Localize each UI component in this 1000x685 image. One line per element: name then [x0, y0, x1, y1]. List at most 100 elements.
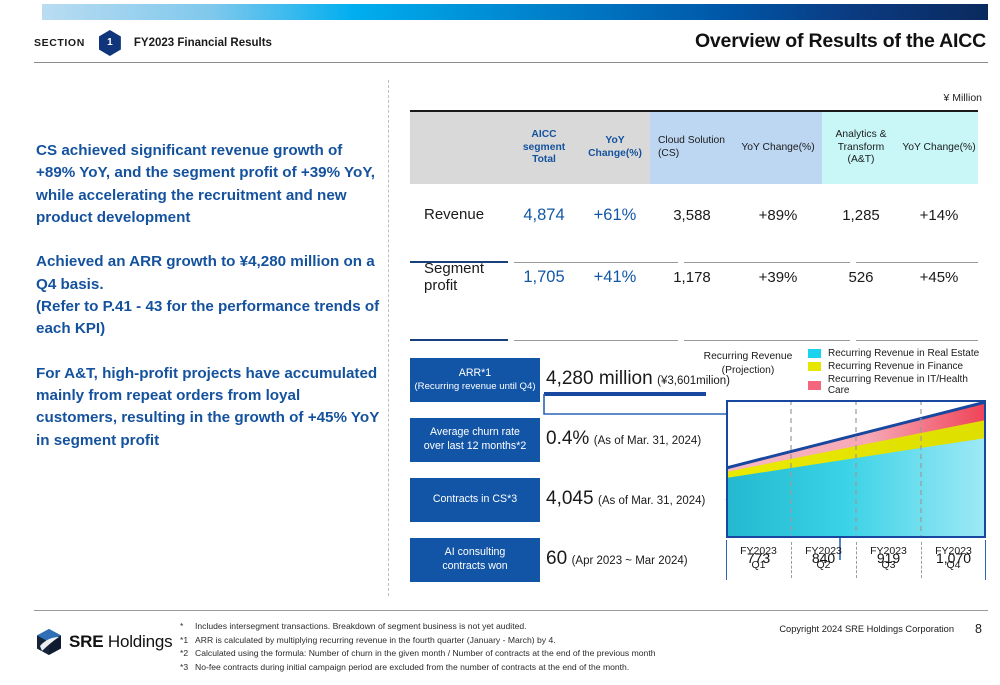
chart-x-axis: FY2023 Q1 FY2023 Q2 FY2023 Q3 FY2023 Q4: [726, 540, 986, 580]
kpi-ai-value: 60: [546, 548, 568, 569]
page-title: Overview of Results of the AICC: [694, 30, 986, 52]
legend-swatch-real-estate-icon: [808, 349, 821, 358]
copyright-text: Copyright 2024 SRE Holdings Corporation: [779, 624, 954, 634]
footnote-text: Includes intersegment transactions. Brea…: [195, 621, 527, 631]
segment-profit-cs: 1,178: [673, 268, 711, 286]
kpi-churn-note: (As of Mar. 31, 2024): [593, 435, 702, 447]
bar-value-q4: 1,070: [935, 550, 972, 566]
kpi-value-churn-rate: 0.4% (As of Mar. 31, 2024): [546, 428, 701, 450]
table-header-cloud-solution: Cloud Solution (CS): [650, 112, 734, 184]
chart-legend: Recurring Revenue in Real Estate Recurri…: [808, 348, 990, 398]
legend-label-real-estate: Recurring Revenue in Real Estate: [828, 348, 980, 359]
kpi-churn-sublabel: over last 12 months*2: [423, 440, 527, 452]
kpi-box-contracts-cs: Contracts in CS*3: [410, 478, 540, 522]
summary-paragraph-3: For A&T, high-profit projects have accum…: [36, 364, 380, 449]
section-number-badge: 1: [98, 30, 121, 56]
kpi-box-churn-rate: Average churn rate over last 12 months*2: [410, 418, 540, 462]
kpi-ai-label: AI consulting: [444, 546, 506, 559]
table-header-row: AICC segment Total YoY Change(%) Cloud S…: [410, 112, 978, 184]
revenue-at-yoy: +14%: [919, 206, 959, 224]
revenue-at: 1,285: [842, 206, 880, 224]
segment-profit-line-2: profit: [424, 277, 458, 294]
footnote-item: *1 ARR is calculated by multiplying recu…: [180, 634, 656, 648]
table-top-rule: [410, 110, 978, 112]
table-header-analytics-transform: Analytics & Transform (A&T): [822, 112, 900, 184]
footnote-item: * Includes intersegment transactions. Br…: [180, 620, 656, 634]
table-row: Revenue 4,874 +61% 3,588 +89% 1,285 +14%: [410, 184, 978, 246]
at-line-1: Analytics &: [835, 128, 887, 140]
segment-profit-cs-yoy: +39%: [758, 268, 798, 286]
kpi-churn-value: 0.4%: [546, 428, 590, 449]
x-label-q4: FY2023 Q4: [935, 545, 972, 572]
legend-swatch-it-health-icon: [808, 380, 821, 390]
table-unit-label: ¥ Million: [943, 92, 982, 104]
header-gradient-bar: [42, 4, 988, 20]
column-divider: [388, 80, 389, 596]
recurring-revenue-chart: Recurring Revenue (Projection) Recurring…: [690, 348, 990, 588]
kpi-arr-note: (¥3,601milion): [657, 375, 730, 387]
footnote-text: ARR is calculated by multiplying recurri…: [195, 634, 556, 645]
at-line-2: Transform: [837, 141, 885, 153]
results-table: AICC segment Total YoY Change(%) Cloud S…: [410, 112, 978, 308]
table-header-yoy-total: YoY Change(%): [580, 112, 650, 184]
revenue-cs-yoy: +89%: [758, 206, 798, 224]
table-row-separator-2: [410, 339, 978, 341]
footnote-mark: *: [180, 621, 184, 631]
section-number: 1: [107, 37, 113, 48]
row-label-segment-profit: Segment profit: [410, 246, 508, 308]
x-label-q3: FY2023 Q3: [870, 545, 907, 572]
section-kicker: SECTION: [34, 37, 85, 49]
projection-line-2: (Projection): [721, 364, 775, 376]
footnote-text: No-fee contracts during initial campaign…: [195, 661, 630, 672]
row-label-revenue: Revenue: [424, 206, 485, 224]
kpi-arr-sublabel: (Recurring revenue until Q4): [414, 380, 536, 392]
footnote-mark: *2: [180, 648, 189, 659]
revenue-aicc-total: 4,874: [523, 205, 565, 224]
kpi-contracts-label: Contracts in CS*3: [432, 493, 518, 506]
logo-text-bold: SRE: [69, 632, 104, 651]
aicc-line-2: segment: [522, 141, 566, 153]
kpi-ai-note: (Apr 2023 ~ Mar 2024): [571, 555, 688, 567]
page-number: 8: [975, 622, 982, 636]
segment-profit-at-yoy: +45%: [919, 268, 959, 286]
logo-text: SRE Holdings: [69, 632, 173, 652]
footnote-mark: *3: [180, 661, 189, 672]
kpi-ai-sublabel: contracts won: [442, 560, 508, 572]
table-header-aicc-total: AICC segment Total: [508, 112, 580, 184]
sre-logo-icon: [37, 629, 61, 655]
section-breadcrumb: SECTION 1 FY2023 Financial Results: [34, 30, 272, 56]
kpi-value-ai-consulting: 60 (Apr 2023 ~ Mar 2024): [546, 548, 688, 570]
yoy1-line-1: YoY: [605, 135, 625, 147]
legend-label-finance: Recurring Revenue in Finance: [828, 361, 964, 372]
kpi-contracts-value: 4,045: [546, 488, 594, 509]
footer-divider: [34, 610, 988, 611]
footnotes: * Includes intersegment transactions. Br…: [180, 620, 656, 674]
at-line-3: (A&T): [847, 154, 875, 166]
legend-item: Recurring Revenue in IT/Health Care: [808, 374, 990, 396]
company-logo: SRE Holdings: [36, 628, 173, 656]
x-label-q2: FY2023 Q2: [805, 545, 842, 572]
kpi-value-arr: 4,280 million (¥3,601milion): [546, 368, 730, 390]
table-row-separator-1: [410, 261, 978, 263]
x-label-q1: FY2023 Q1: [740, 545, 777, 572]
table-header-yoy-at: YoY Change(%): [900, 112, 978, 184]
chart-plot-area: [726, 400, 986, 538]
kpi-contracts-note: (As of Mar. 31, 2024): [598, 495, 706, 507]
header-divider: [34, 62, 988, 63]
kpi-arr-value: 4,280 million: [546, 368, 653, 389]
revenue-aicc-yoy: +61%: [593, 205, 637, 224]
kpi-box-arr: ARR*1 (Recurring revenue until Q4): [410, 358, 540, 402]
footnote-item: *3 No-fee contracts during initial campa…: [180, 661, 656, 675]
projection-line-1: Recurring Revenue: [703, 351, 793, 362]
footnote-mark: *1: [180, 634, 189, 645]
table-header-blank: [410, 112, 508, 184]
table-row: Segment profit 1,705 +41% 1,178 +39% 526…: [410, 246, 978, 308]
segment-profit-at: 526: [848, 268, 874, 286]
section-title: FY2023 Financial Results: [133, 37, 272, 49]
segment-profit-line-1: Segment: [424, 259, 485, 277]
table-header-yoy-cs: YoY Change(%): [734, 112, 822, 184]
segment-profit-aicc-total: 1,705: [523, 267, 565, 286]
kpi-arr-label: ARR*1: [458, 366, 492, 379]
summary-paragraph-1: CS achieved significant revenue growth o…: [36, 142, 375, 227]
